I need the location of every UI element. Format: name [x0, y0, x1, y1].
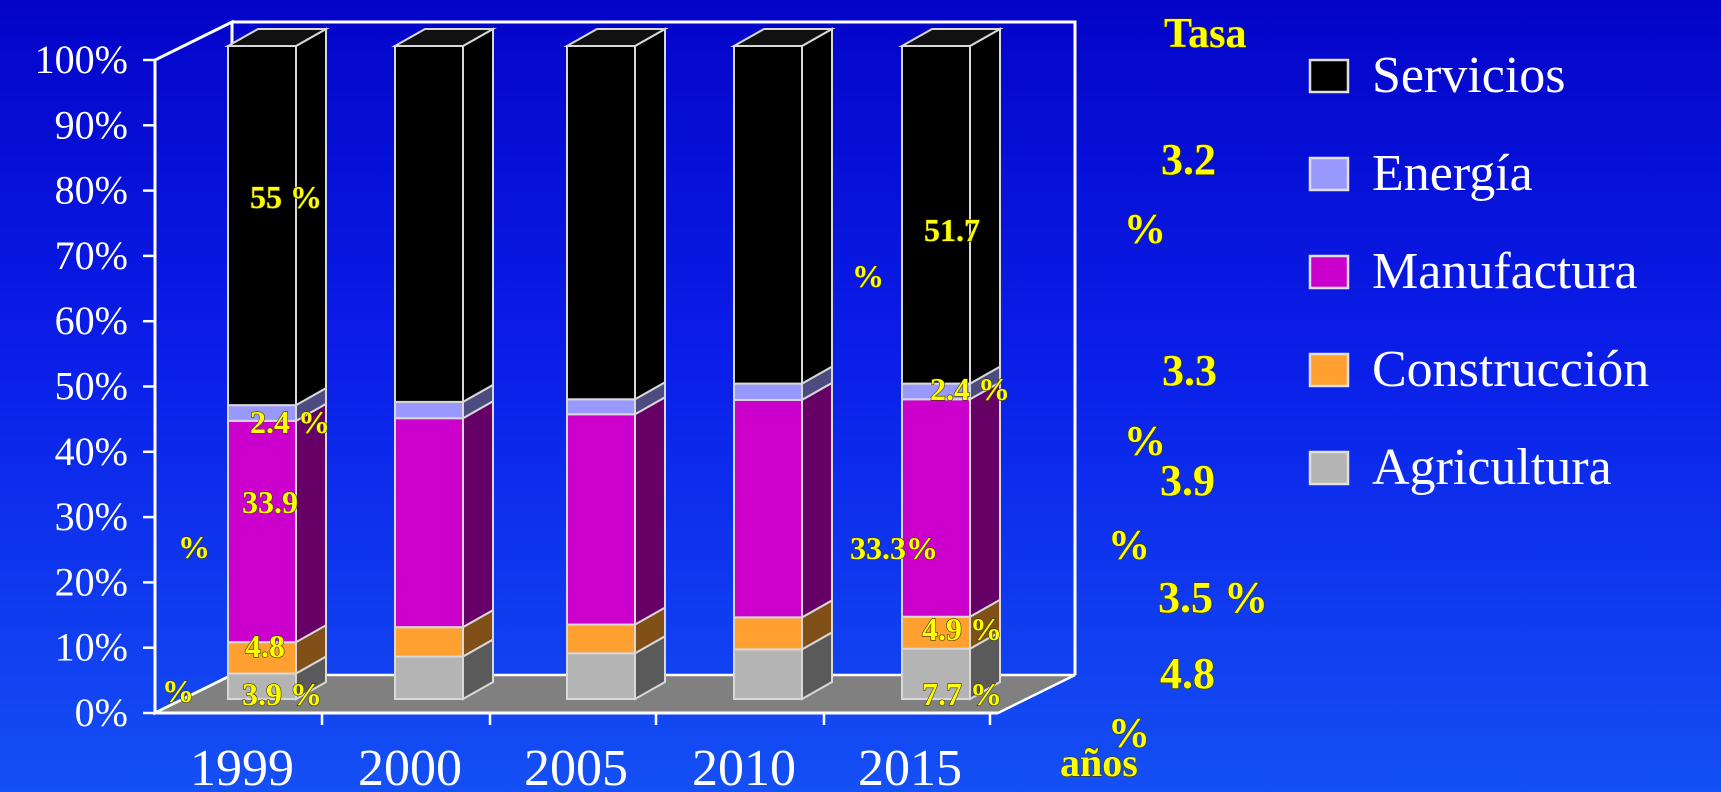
y-tick-label: 50% — [55, 364, 128, 409]
bar-side-servicios — [801, 27, 833, 386]
bar-segment-servicios — [566, 45, 636, 401]
x-tick-label: 2005 — [524, 740, 628, 792]
bar-1999 — [224, 27, 330, 701]
bar-segment-agricultura — [394, 655, 464, 700]
x-axis-label: años — [1060, 740, 1138, 785]
bar-side-manufactura — [462, 399, 494, 629]
y-tick-label: 70% — [55, 233, 128, 278]
rate-value: % — [1124, 419, 1166, 465]
legend-label: Construcción — [1372, 341, 1649, 398]
back-wall — [232, 20, 1077, 675]
data-label: 7.7 % — [922, 676, 1002, 712]
bar-side-manufactura — [801, 381, 833, 620]
bar-side-servicios — [462, 27, 494, 404]
bar-segment-servicios — [227, 45, 297, 407]
rate-value: 3.3 — [1162, 346, 1217, 395]
bar-segment-construcción — [566, 623, 636, 655]
data-label: 33.3% — [850, 530, 938, 566]
data-label: 55 % — [250, 179, 322, 215]
bar-segment-construcción — [227, 641, 297, 675]
bar-side-servicios — [634, 27, 666, 401]
data-label: % — [852, 258, 884, 294]
bar-2005 — [563, 27, 669, 701]
data-label: 2.4 % — [250, 404, 330, 440]
y-tick-label: 30% — [55, 494, 128, 539]
bar-2010 — [730, 27, 836, 701]
y-tick-label: 80% — [55, 168, 128, 213]
bar-2015 — [898, 27, 1004, 701]
bar-top — [224, 28, 330, 47]
y-tick-label: 60% — [55, 298, 128, 343]
bar-top — [563, 28, 669, 47]
legend: Servicios Energía Manufactura Construcción A… — [1308, 47, 1649, 496]
rate-value: 3.2 — [1161, 135, 1216, 184]
rate-title: Tasa — [1164, 11, 1247, 57]
data-label: % — [162, 673, 194, 709]
x-tick-label: 2010 — [692, 740, 796, 792]
x-tick-label: 2000 — [358, 740, 462, 792]
legend-label: Agricultura — [1372, 439, 1612, 496]
x-tick-label: 2015 — [858, 740, 962, 792]
legend-swatch-construcción — [1308, 352, 1350, 388]
data-label: 4.9 % — [922, 611, 1002, 647]
data-label: % — [178, 529, 210, 565]
rate-value: 4.8 — [1160, 649, 1215, 698]
bar-segment-agricultura — [733, 648, 803, 701]
y-tick-label: 10% — [55, 625, 128, 670]
bar-side-servicios — [295, 27, 327, 407]
bar-segment-energía — [566, 398, 636, 416]
rate-value: % — [1108, 523, 1150, 569]
bar-segment-servicios — [733, 45, 803, 385]
legend-swatch-manufactura — [1308, 254, 1350, 290]
bar-segment-manufactura — [566, 413, 636, 626]
bar-segment-manufactura — [901, 398, 971, 618]
bar-side-servicios — [969, 27, 1001, 386]
bar-top — [730, 28, 836, 47]
rate-value: % — [1108, 711, 1150, 757]
bar-top — [898, 28, 1004, 47]
side-wall — [153, 19, 234, 716]
bar-segment-energía — [394, 400, 464, 420]
data-label: 51.7 — [924, 212, 980, 248]
bar-segment-servicios — [394, 45, 464, 403]
bar-segment-construcción — [733, 616, 803, 651]
y-tick-label: 40% — [55, 429, 128, 474]
rate-value: 3.9 — [1160, 456, 1215, 505]
bar-side-manufactura — [969, 380, 1001, 619]
data-label: 3.9 % — [242, 676, 322, 712]
bar-segment-construcción — [901, 615, 971, 650]
bar-segment-manufactura — [394, 417, 464, 629]
rate-value: % — [1124, 207, 1166, 253]
rate-value: 3.5 % — [1158, 573, 1268, 622]
y-tick-label: 100% — [35, 37, 128, 82]
bar-segment-agricultura — [901, 647, 971, 700]
bar-segment-energía — [733, 382, 803, 401]
bar-segment-agricultura — [566, 652, 636, 700]
legend-swatch-agricultura — [1308, 450, 1350, 486]
bar-2000 — [391, 27, 497, 701]
data-label: 33.9 — [242, 484, 298, 520]
data-label: 2.4 % — [930, 371, 1010, 407]
bar-top — [391, 28, 497, 47]
legend-swatch-energía — [1308, 156, 1350, 192]
y-tick-label: 20% — [55, 559, 128, 604]
y-tick-label: 90% — [55, 102, 128, 147]
data-label: 4.8 — [245, 628, 285, 664]
legend-swatch-servicios — [1308, 58, 1350, 94]
bar-segment-manufactura — [227, 419, 297, 644]
bar-segment-construcción — [394, 626, 464, 658]
legend-label: Servicios — [1372, 47, 1566, 104]
bar-side-manufactura — [634, 395, 666, 627]
legend-label: Manufactura — [1372, 243, 1638, 300]
x-tick-label: 1999 — [190, 740, 294, 792]
bar-segment-manufactura — [733, 398, 803, 619]
legend-label: Energía — [1372, 145, 1533, 202]
y-tick-label: 0% — [75, 690, 128, 735]
